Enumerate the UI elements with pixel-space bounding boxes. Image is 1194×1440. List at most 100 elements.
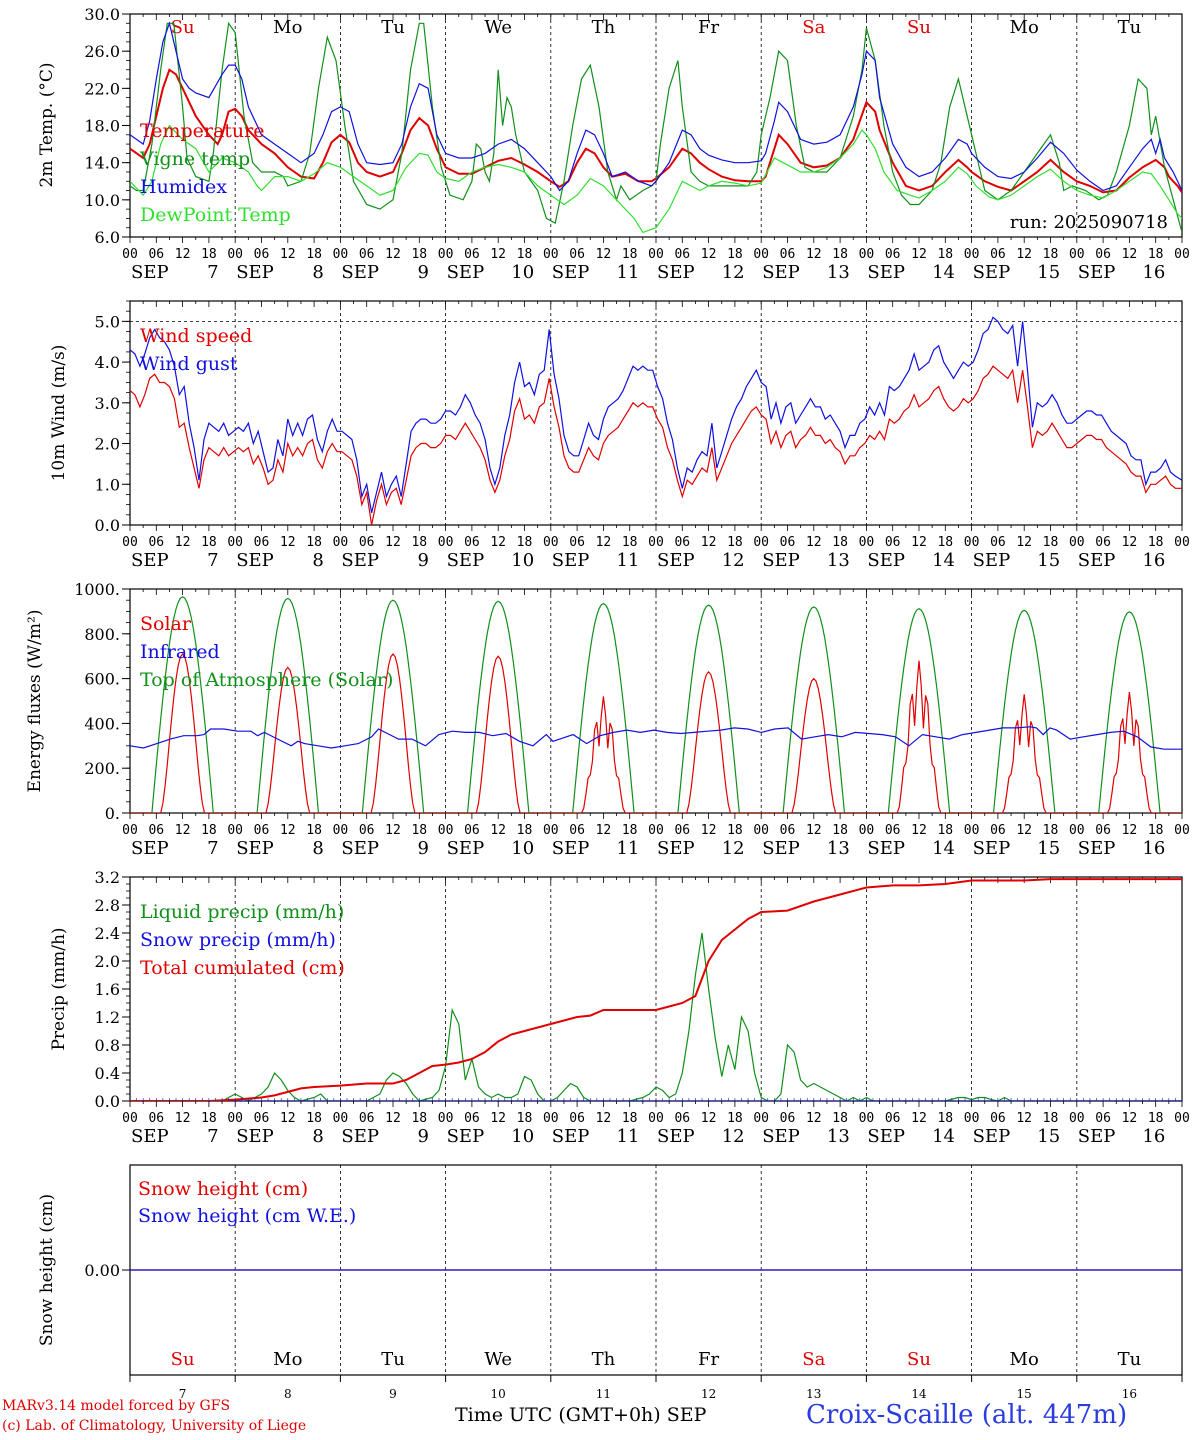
x-hour-label: 06 <box>464 247 480 262</box>
weekday-label: Sa <box>802 17 825 38</box>
x-month-label: SEP <box>762 550 800 571</box>
x-month-label: SEP <box>552 550 590 571</box>
x-hour-label: 00 <box>859 823 875 838</box>
x-hour-label: 18 <box>201 247 217 262</box>
x-hour-label: 12 <box>385 247 401 262</box>
x-hour-label: 00 <box>438 1111 454 1126</box>
weekday-label: Mo <box>273 17 302 38</box>
y-tick-label: 1000. <box>74 580 120 599</box>
legend-entry: Temperature <box>140 120 264 142</box>
x-date-label: 14 <box>932 550 955 571</box>
panel-5: 0.00 Snow height (cm) Snow height (cm) Snow… <box>37 1164 1183 1376</box>
date-label: 15 <box>1017 1387 1032 1401</box>
y-axis-label: Energy fluxes (W/m²) <box>25 610 45 793</box>
x-hour-label: 18 <box>1148 1111 1164 1126</box>
x-date-label: 13 <box>827 1126 850 1147</box>
x-hour-label: 12 <box>806 1111 822 1126</box>
x-hour-label: 18 <box>937 535 953 550</box>
x-date-label: 8 <box>312 838 323 859</box>
x-hour-label: 06 <box>569 247 585 262</box>
x-hour-label: 06 <box>1095 823 1111 838</box>
x-hour-label: 18 <box>411 247 427 262</box>
x-month-label: SEP <box>236 1126 274 1147</box>
x-month-label: SEP <box>447 838 485 859</box>
x-date-label: 16 <box>1142 550 1165 571</box>
legend-entry: Wind gust <box>140 353 238 375</box>
x-hour-label: 12 <box>490 1111 506 1126</box>
x-hour-label: 18 <box>937 823 953 838</box>
y-tick-label: 4.0 <box>95 353 120 372</box>
x-hour-label: 00 <box>543 535 559 550</box>
x-date-label: 11 <box>616 1126 639 1147</box>
legend-entry: Solar <box>140 613 192 635</box>
x-hour-label: 18 <box>1043 823 1059 838</box>
weekday-label: Th <box>592 17 616 38</box>
x-hour-label: 12 <box>490 535 506 550</box>
y-tick-label: 2.0 <box>95 435 120 454</box>
x-hour-label: 00 <box>1174 247 1190 262</box>
x-month-label: SEP <box>973 1126 1011 1147</box>
x-hour-label: 00 <box>1174 535 1190 550</box>
x-hour-label: 00 <box>753 247 769 262</box>
date-label: 14 <box>911 1387 927 1401</box>
weekday-label: Mo <box>1010 17 1039 38</box>
x-month-label: SEP <box>973 262 1011 283</box>
x-hour-label: 00 <box>753 823 769 838</box>
legend-entry: Total cumulated (cm) <box>140 957 345 979</box>
credit-line-2: (c) Lab. of Climatology, University of L… <box>2 1418 307 1434</box>
x-month-label: SEP <box>973 838 1011 859</box>
x-hour-label: 00 <box>1174 1111 1190 1126</box>
x-hour-label: 12 <box>490 247 506 262</box>
x-hour-label: 12 <box>701 823 717 838</box>
y-tick-label: 0.4 <box>95 1064 120 1083</box>
x-month-label: SEP <box>131 262 169 283</box>
x-hour-label: 18 <box>306 823 322 838</box>
x-hour-label: 00 <box>1069 1111 1085 1126</box>
x-hour-label: 18 <box>201 823 217 838</box>
x-hour-label: 00 <box>753 535 769 550</box>
x-hour-label: 12 <box>701 1111 717 1126</box>
x-hour-label: 06 <box>464 535 480 550</box>
x-hour-label: 18 <box>1043 535 1059 550</box>
x-hour-label: 12 <box>490 823 506 838</box>
weekday-label: We <box>484 17 512 38</box>
x-month-label: SEP <box>131 838 169 859</box>
series-group <box>130 21 1182 234</box>
y-tick-label: 1.6 <box>95 980 120 999</box>
x-hour-label: 06 <box>569 535 585 550</box>
x-date-label: 11 <box>616 550 639 571</box>
x-hour-label: 18 <box>306 247 322 262</box>
x-hour-label: 12 <box>596 535 612 550</box>
x-date-label: 10 <box>511 838 534 859</box>
y-tick-label: 10.0 <box>84 191 120 210</box>
x-date-label: 11 <box>616 838 639 859</box>
x-hour-label: 00 <box>227 823 243 838</box>
x-date-label: 8 <box>312 262 323 283</box>
x-hour-label: 12 <box>1122 1111 1138 1126</box>
x-hour-label: 00 <box>543 823 559 838</box>
x-date-label: 13 <box>827 838 850 859</box>
x-hour-label: 06 <box>464 823 480 838</box>
y-tick-label: 2.8 <box>95 896 120 915</box>
x-date-label: 7 <box>207 1126 218 1147</box>
series-group <box>130 878 1182 1101</box>
y-tick-label: 0.00 <box>84 1261 120 1280</box>
series-top-of-atmosphere-line <box>130 596 1182 813</box>
x-hour-label: 18 <box>622 823 638 838</box>
x-hour-label: 18 <box>201 1111 217 1126</box>
x-hour-label: 06 <box>780 535 796 550</box>
date-label: 12 <box>701 1387 716 1401</box>
x-date-label: 8 <box>312 1126 323 1147</box>
y-tick-label: 1.2 <box>95 1008 120 1027</box>
x-month-label: SEP <box>1078 1126 1116 1147</box>
x-hour-label: 12 <box>1122 247 1138 262</box>
x-hour-label: 00 <box>333 247 349 262</box>
x-hour-label: 00 <box>227 535 243 550</box>
y-tick-label: 0. <box>105 804 120 823</box>
x-hour-label: 00 <box>1174 823 1190 838</box>
x-hour-label: 06 <box>569 823 585 838</box>
x-hour-label: 18 <box>832 535 848 550</box>
series-group <box>130 316 1182 525</box>
x-hour-label: 12 <box>596 823 612 838</box>
x-date-label: 12 <box>722 550 745 571</box>
